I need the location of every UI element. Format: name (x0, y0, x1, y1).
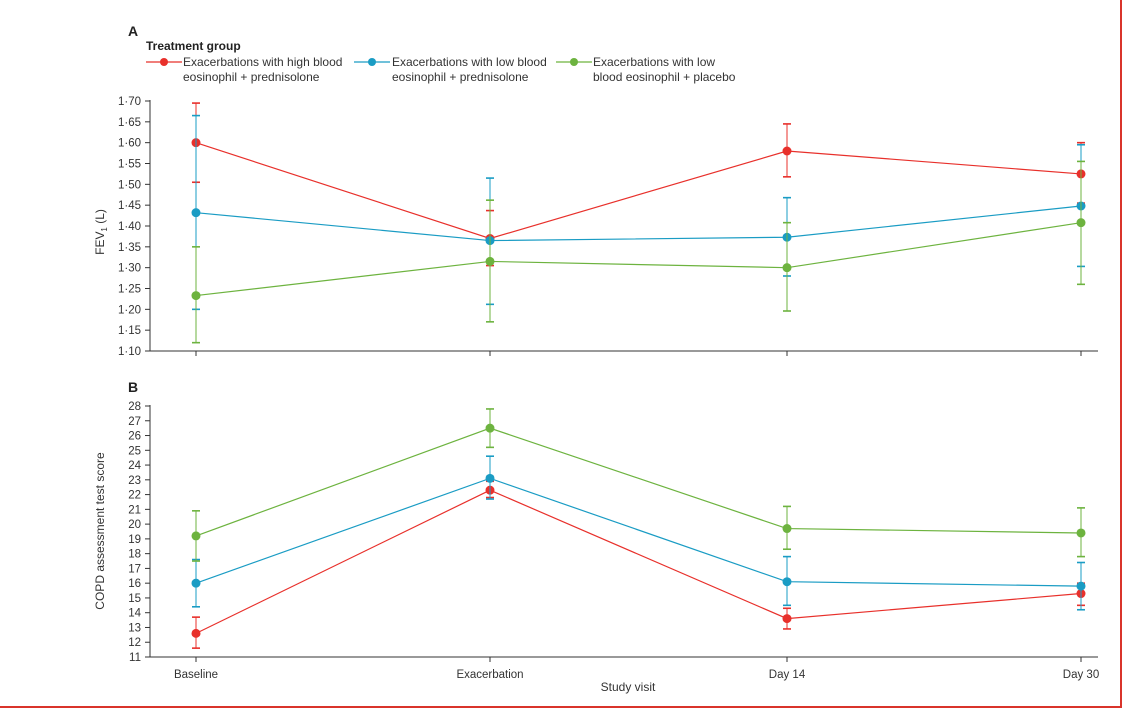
panel-a-series-line-low-placebo (195, 222, 1082, 297)
panel-b-point-low-pred (1076, 581, 1086, 591)
panel-b-y-tick-label: 19 (128, 534, 141, 546)
panel-b-y-tick-label: 27 (128, 416, 141, 428)
panel-a-y-tick-label: 1·65 (118, 117, 141, 129)
panel-b-y-tick-label: 23 (128, 475, 141, 487)
legend-marker-high-pred (160, 58, 168, 66)
legend-label-low-pred-line2: eosinophil + prednisolone (392, 70, 529, 84)
legend: Treatment group Exacerbations with high … (146, 39, 736, 84)
panel-b-y-tick-label: 11 (129, 652, 141, 664)
panel-b-x-tick-label: Day 30 (1063, 669, 1099, 681)
panel-b-point-low-placebo (1076, 528, 1086, 538)
panel-a-series-line-low-pred (195, 205, 1082, 242)
panel-b-y-tick-label: 26 (128, 431, 141, 443)
legend-label-low-placebo-line2: blood eosinophil + placebo (593, 70, 736, 84)
panel-b-y-tick-label: 25 (128, 445, 141, 457)
legend-label-low-placebo-line1: Exacerbations with low (593, 55, 715, 69)
panel-b-series-line-low-placebo (195, 427, 1082, 537)
panel-b-series-line-low-pred (195, 477, 1082, 587)
legend-label-high-pred-line2: eosinophil + prednisolone (183, 70, 320, 84)
panel-a-y-axis-title: FEV1 (L) (93, 209, 109, 255)
legend-item-high-pred: Exacerbations with high blood eosinophil… (146, 55, 342, 84)
panel-a-y-tick-label: 1·20 (118, 304, 141, 316)
panel-b-label: B (128, 379, 138, 395)
panel-b-x-tick-label: Exacerbation (456, 669, 523, 681)
panel-a-point-low-placebo (485, 256, 495, 266)
legend-marker-low-pred (368, 58, 376, 66)
panel-b-y-tick-label: 24 (128, 460, 141, 472)
panel-b-y-tick-label: 20 (128, 519, 141, 531)
panel-b-point-low-pred (485, 473, 495, 483)
panel-a-series-low-placebo (191, 160, 1086, 344)
panel-b-x-tick-label: Baseline (174, 669, 218, 681)
panel-a-y-tick-label: 1·15 (118, 325, 141, 337)
panel-a-y-tick-label: 1·60 (118, 138, 141, 150)
panel-b-y-axis-title: COPD assessment test score (93, 452, 107, 610)
panel-a-y-tick-label: 1·40 (118, 221, 141, 233)
panel-a-y-tick-label: 1·10 (118, 346, 141, 358)
panel-b-y-tick-label: 15 (128, 593, 141, 605)
panel-b-plot: COPD assessment test score 11 12 13 14 15 16 1… (93, 401, 1099, 694)
panel-b-point-low-placebo (782, 524, 792, 534)
panel-a-y-tick-label: 1·70 (118, 96, 141, 108)
panel-a-series-line-high-pred (195, 142, 1082, 240)
panel-a-y-tick-label: 1·55 (118, 159, 141, 171)
panel-b-point-low-pred (191, 578, 201, 588)
panel-b-y-tick-label: 18 (128, 549, 141, 561)
panel-b-series-low-pred (191, 455, 1086, 611)
legend-label-low-pred-line1: Exacerbations with low blood (392, 55, 547, 69)
panel-a-y-tick-label: 1·45 (118, 200, 141, 212)
panel-b-y-tick-label: 21 (128, 504, 141, 516)
panel-a-y-tick-label: 1·35 (118, 242, 141, 254)
legend-marker-low-placebo (570, 58, 578, 66)
panel-a-plot: FEV1 (L) 1·10 1·15 1·20 1·25 1·30 1·35 1·40 1·4… (93, 96, 1098, 358)
panel-a-series-high-pred (191, 102, 1086, 267)
panel-b-x-axis-title: Study visit (601, 680, 656, 694)
panel-a-y-tick-label: 1·50 (118, 179, 141, 191)
panel-b-y-tick-label: 16 (128, 578, 141, 590)
panel-a-label: A (128, 23, 138, 39)
panel-b-y-tick-label: 13 (128, 622, 141, 634)
panel-a-point-low-placebo (191, 291, 201, 301)
panel-a-y-tick-label: 1·25 (118, 284, 141, 296)
panel-b-point-low-pred (782, 577, 792, 587)
panel-a-point-high-pred (782, 146, 792, 156)
panel-b-series-high-pred (191, 480, 1086, 649)
panel-b-y-tick-label: 17 (128, 563, 141, 575)
panel-b-y-tick-label: 14 (128, 608, 141, 620)
panel-b-series-line-high-pred (195, 489, 1082, 634)
panel-a-point-low-placebo (1076, 218, 1086, 228)
panel-a-point-low-placebo (782, 263, 792, 273)
panel-b-point-low-placebo (191, 531, 201, 541)
panel-b-y-tick-label: 12 (128, 637, 141, 649)
panel-b-point-high-pred (191, 628, 201, 638)
panel-b-y-tick-label: 28 (128, 401, 141, 413)
legend-item-low-placebo: Exacerbations with low blood eosinophil … (556, 55, 736, 84)
panel-a-point-low-pred (191, 208, 201, 218)
legend-title: Treatment group (146, 39, 241, 53)
panel-b-point-low-placebo (485, 423, 495, 433)
panel-b-y-tick-label: 22 (128, 490, 141, 502)
legend-label-high-pred-line1: Exacerbations with high blood (183, 55, 342, 69)
panel-b-x-tick-label: Day 14 (769, 669, 806, 681)
panel-a-y-tick-label: 1·30 (118, 263, 141, 275)
panel-b-point-high-pred (782, 614, 792, 624)
panel-b-series-low-placebo (191, 408, 1086, 562)
legend-item-low-pred: Exacerbations with low blood eosinophil … (354, 55, 547, 84)
